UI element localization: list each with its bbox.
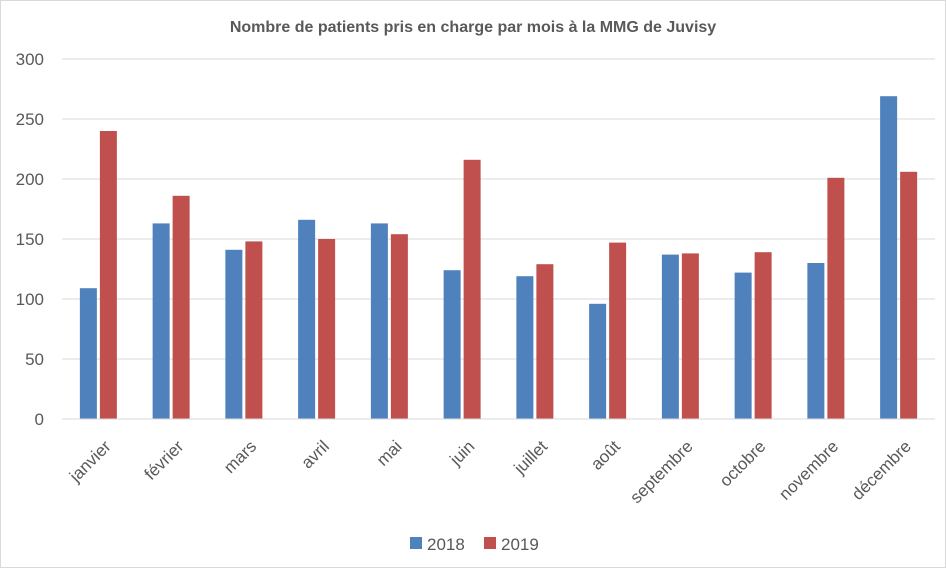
x-axis-categories: janvier février mars avril mai juin juillet aoû…	[65, 437, 915, 507]
bar-2019-février	[172, 195, 190, 419]
y-tick-label: 100	[16, 290, 44, 309]
bar-2018-septembre	[661, 254, 679, 419]
bar-2018-octobre	[734, 272, 752, 419]
x-category-label: décembre	[848, 437, 915, 504]
legend-swatch-2018	[410, 537, 422, 549]
bar-2018-février	[152, 223, 170, 419]
y-tick-label: 200	[16, 170, 44, 189]
bar-2018-juin	[443, 270, 461, 419]
x-category-label: novembre	[775, 437, 842, 504]
bar-2018-mars	[225, 249, 243, 419]
chart-title: Nombre de patients pris en charge par mo…	[230, 19, 716, 36]
bar-2019-janvier	[99, 131, 117, 419]
bar-2019-juin	[463, 159, 481, 420]
x-category-label: février	[141, 437, 188, 484]
gridlines	[62, 58, 935, 360]
y-tick-label: 250	[16, 110, 44, 129]
x-category-label: avril	[297, 437, 332, 472]
x-category-label: août	[587, 437, 624, 474]
y-axis-ticks: 0 50 100 150 200 250 300	[16, 50, 44, 429]
bar-2018-décembre	[880, 96, 898, 419]
x-category-label: janvier	[65, 437, 115, 487]
x-category-label: septembre	[626, 437, 696, 507]
y-tick-label: 150	[16, 230, 44, 249]
bar-2018-août	[589, 303, 607, 419]
bar-2018-novembre	[807, 263, 825, 419]
bar-2018-mai	[370, 223, 388, 419]
bar-2018-janvier	[79, 288, 97, 419]
legend-swatch-2019	[484, 537, 496, 549]
bar-2019-avril	[318, 239, 336, 419]
legend-label-2019: 2019	[501, 535, 539, 554]
x-category-label: octobre	[716, 437, 770, 491]
legend: 2018 2019	[410, 535, 539, 554]
bar-2019-mai	[390, 234, 408, 419]
x-category-label: juillet	[510, 437, 552, 479]
bar-2019-novembre	[827, 177, 845, 419]
y-tick-label: 50	[25, 350, 44, 369]
bar-2019-juillet	[536, 264, 554, 419]
bar-2019-mars	[245, 241, 263, 419]
bar-2018-avril	[298, 219, 316, 419]
bar-2019-septembre	[681, 253, 699, 419]
bar-2019-août	[609, 242, 627, 419]
x-category-label: mai	[373, 437, 406, 470]
x-category-label: mars	[220, 437, 260, 477]
y-tick-label: 300	[16, 50, 44, 69]
bar-2019-octobre	[754, 252, 772, 419]
bars	[79, 96, 918, 420]
bar-2019-décembre	[900, 171, 918, 419]
x-category-label: juin	[446, 437, 479, 470]
bar-2018-juillet	[516, 276, 534, 419]
y-tick-label: 0	[35, 410, 44, 429]
legend-label-2018: 2018	[427, 535, 465, 554]
